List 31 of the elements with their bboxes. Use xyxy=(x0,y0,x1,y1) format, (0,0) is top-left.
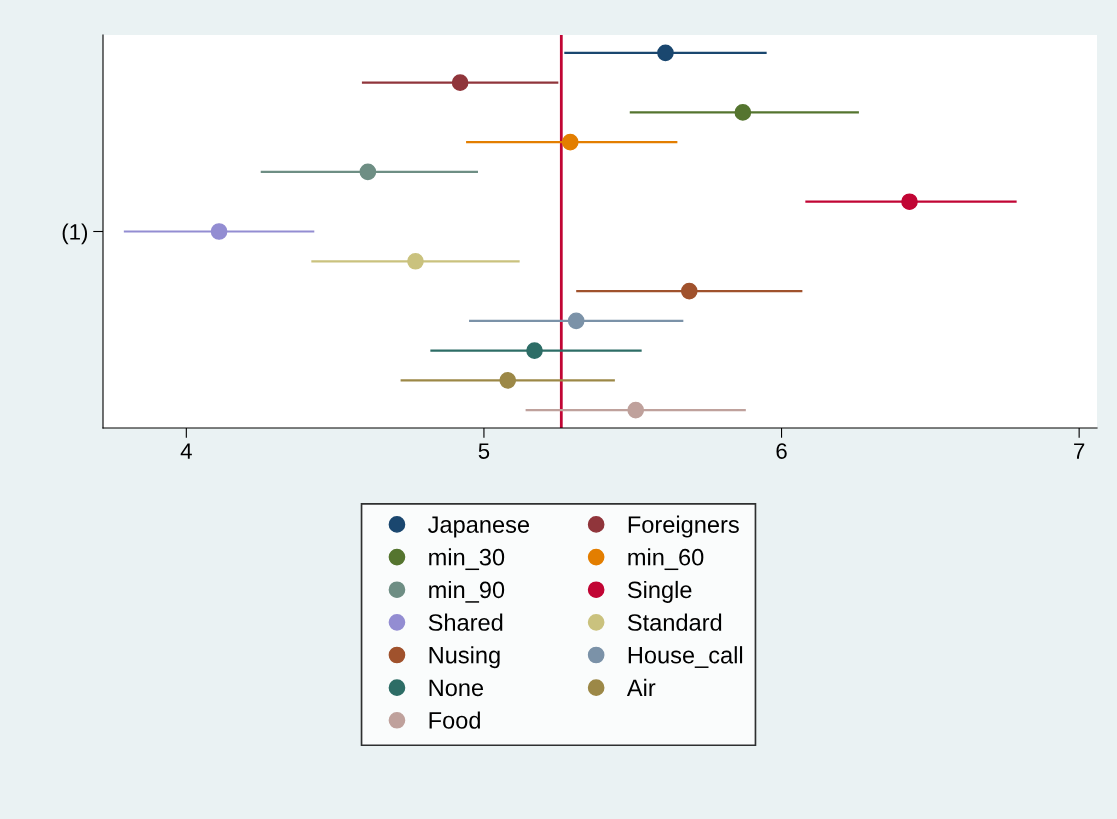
legend-label: Nusing xyxy=(429,646,500,669)
legend-label: Japanese xyxy=(428,516,529,538)
point xyxy=(407,252,424,270)
point xyxy=(901,193,918,211)
point xyxy=(210,223,228,240)
point xyxy=(567,312,585,330)
legend-label: Shared xyxy=(428,613,503,631)
legend-label: None xyxy=(429,679,484,697)
x-tick-label: 6 xyxy=(776,443,787,459)
point xyxy=(561,133,579,151)
x-tick-label: 4 xyxy=(180,443,192,459)
point xyxy=(627,401,645,419)
y-tick-label: (1) xyxy=(62,223,88,245)
point xyxy=(451,74,469,91)
legend-label: Food xyxy=(429,711,480,729)
legend-label: min_30 xyxy=(429,548,505,571)
legend-label: House_call xyxy=(628,646,743,668)
legend-label: Standard xyxy=(627,613,722,631)
x-tick-label: 7 xyxy=(1074,443,1085,459)
point xyxy=(526,342,543,359)
point xyxy=(734,104,752,121)
point xyxy=(359,163,377,181)
legend-label: min_60 xyxy=(628,548,704,571)
point xyxy=(657,44,674,62)
legend-label: Air xyxy=(626,678,656,696)
point xyxy=(680,282,698,300)
point xyxy=(499,372,517,389)
legend-label: Foreigners xyxy=(628,515,739,538)
legend-label: Single xyxy=(627,580,692,603)
legend-label: min_90 xyxy=(429,580,505,603)
x-tick-label: 5 xyxy=(478,443,490,459)
